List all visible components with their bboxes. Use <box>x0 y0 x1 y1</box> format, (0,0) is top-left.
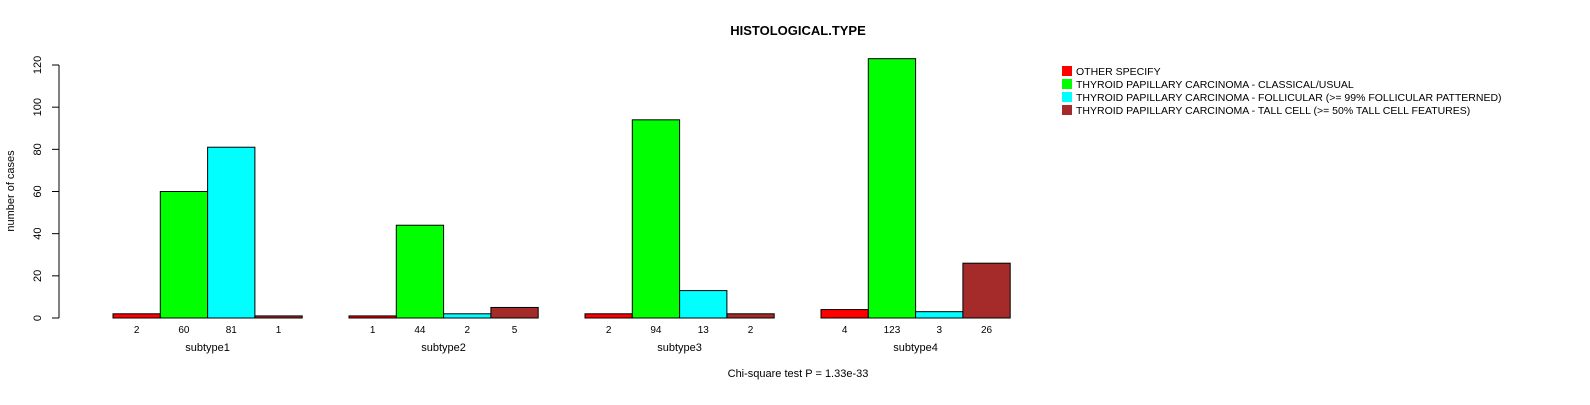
bar <box>962 262 1011 319</box>
legend-swatch <box>1062 92 1072 102</box>
bar-value-label: 1 <box>370 325 376 336</box>
bar <box>679 290 728 319</box>
legend-label: THYROID PAPILLARY CARCINOMA - CLASSICAL/… <box>1076 79 1354 91</box>
bar-value-label: 2 <box>464 325 470 336</box>
bar-value-label: 4 <box>842 325 848 336</box>
bar <box>395 224 445 319</box>
bar <box>915 311 964 319</box>
bars: 2 60 81 1 subtype1 1 44 2 5 subtype2 2 94 13 2 subtype… <box>112 58 1011 354</box>
bar <box>112 313 161 319</box>
y-axis-label: number of cases <box>5 150 17 232</box>
bar-value-label: 2 <box>606 325 612 336</box>
bar-value-label: 1 <box>276 325 282 336</box>
bar-value-label: 44 <box>414 325 426 336</box>
legend-label: THYROID PAPILLARY CARCINOMA - FOLLICULAR… <box>1076 92 1502 104</box>
legend-swatch <box>1062 79 1072 89</box>
bar-value-label: 94 <box>650 325 662 336</box>
bar-value-label: 5 <box>512 325 518 336</box>
bar <box>820 309 869 319</box>
y-tick-label: 120 <box>32 56 44 74</box>
legend-label: THYROID PAPILLARY CARCINOMA - TALL CELL … <box>1076 105 1470 117</box>
bar-value-label: 13 <box>698 325 710 336</box>
legend-label: OTHER SPECIFY <box>1076 66 1161 78</box>
bar-value-label: 60 <box>178 325 190 336</box>
bar-value-label: 26 <box>981 325 993 336</box>
legend-swatch <box>1062 105 1072 115</box>
bar-value-label: 81 <box>226 325 238 336</box>
y-tick-label: 40 <box>32 228 44 240</box>
bar <box>584 313 633 319</box>
bar-value-label: 2 <box>134 325 140 336</box>
bar <box>867 58 917 319</box>
bar-value-label: 123 <box>884 325 901 336</box>
y-axis: 0 20 40 60 80 100 120 <box>32 56 60 321</box>
bar <box>726 313 775 319</box>
bar <box>254 315 303 319</box>
bar <box>348 315 397 319</box>
y-tick-label: 100 <box>32 98 44 116</box>
y-tick-label: 0 <box>32 315 44 321</box>
chart-title: HISTOLOGICAL.TYPE <box>730 23 866 38</box>
bar <box>159 191 209 319</box>
bar <box>443 313 492 319</box>
y-tick-label: 80 <box>32 143 44 155</box>
bar <box>631 119 681 319</box>
category-label: subtype4 <box>893 342 938 354</box>
bar-value-label: 2 <box>748 325 754 336</box>
category-label: subtype3 <box>657 342 702 354</box>
x-axis-label: Chi-square test P = 1.33e-33 <box>728 368 869 380</box>
bar <box>490 306 539 319</box>
bar-value-label: 3 <box>936 325 942 336</box>
legend-swatch <box>1062 66 1072 76</box>
bar <box>207 146 256 319</box>
category-label: subtype2 <box>421 342 466 354</box>
category-label: subtype1 <box>185 342 230 354</box>
y-tick-label: 20 <box>32 270 44 282</box>
y-tick-label: 60 <box>32 185 44 197</box>
